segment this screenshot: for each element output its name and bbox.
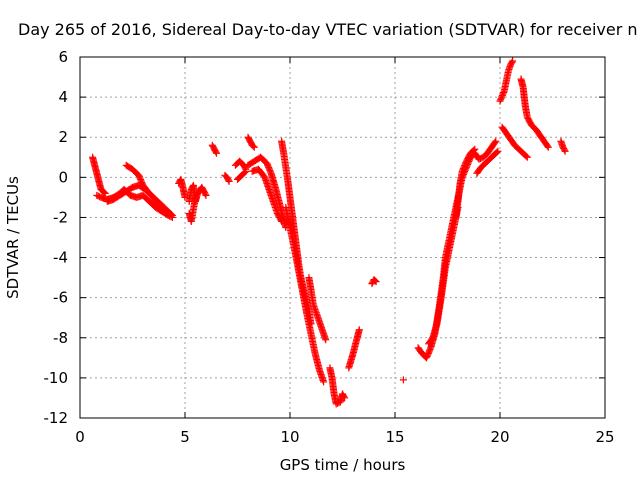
data-point: [278, 217, 286, 225]
data-point: [159, 202, 167, 210]
data-point: [355, 326, 363, 334]
x-tick-label: 5: [180, 428, 190, 446]
x-tick-label: 25: [595, 428, 614, 446]
grid: [80, 57, 605, 418]
data-point: [192, 193, 199, 201]
data-point: [160, 203, 168, 211]
data-point: [100, 188, 108, 196]
data-point: [470, 146, 478, 154]
chart-title: Day 265 of 2016, Sidereal Day-to-day VTE…: [18, 20, 638, 39]
data-point: [543, 142, 551, 150]
data-point: [322, 336, 330, 344]
x-tick-label: 10: [280, 428, 299, 446]
y-tick-label: 0: [58, 168, 68, 186]
y-tick-label: -2: [53, 208, 68, 226]
data-point: [241, 168, 249, 176]
y-tick-label: 4: [58, 88, 68, 106]
data-points: [89, 57, 569, 408]
x-tick-label: 15: [385, 428, 404, 446]
y-tick-label: -6: [53, 289, 68, 307]
y-tick-label: -12: [44, 409, 69, 427]
data-point: [509, 57, 517, 65]
y-tick-label: 6: [58, 48, 68, 66]
axis-ticks: 0 5 10 15 20 25 -12 -10 -8 -6 -4 -2 0 2 4 6: [44, 48, 615, 446]
data-point: [212, 148, 220, 156]
data-point: [167, 210, 175, 218]
data-point: [225, 177, 233, 185]
data-point: [372, 278, 380, 286]
data-point: [471, 145, 479, 153]
data-point: [224, 176, 232, 184]
data-point: [523, 153, 531, 161]
y-tick-label: -8: [53, 329, 68, 347]
data-point: [371, 277, 379, 285]
data-point: [494, 147, 502, 155]
data-point: [508, 58, 516, 66]
y-tick-label: -10: [44, 369, 69, 387]
data-point: [202, 191, 210, 199]
data-point: [320, 378, 328, 386]
y-tick-label: -4: [53, 249, 68, 267]
x-tick-label: 0: [75, 428, 85, 446]
y-tick-label: 2: [58, 128, 68, 146]
data-point: [341, 394, 349, 402]
data-point: [168, 211, 176, 219]
data-point: [201, 190, 209, 198]
y-axis-label: SDTVAR / TECUs: [4, 176, 22, 299]
data-point: [340, 393, 348, 401]
x-axis-label: GPS time / hours: [280, 456, 406, 474]
data-point: [522, 152, 530, 160]
data-point: [492, 137, 500, 145]
data-point: [544, 143, 552, 151]
plot-frame: [79, 56, 606, 419]
data-point: [561, 147, 569, 155]
data-point: [277, 216, 285, 224]
x-tick-label: 20: [490, 428, 509, 446]
data-point: [213, 149, 220, 157]
data-point: [399, 376, 407, 384]
data-point: [242, 167, 250, 175]
data-point: [560, 146, 568, 154]
data-point: [250, 143, 258, 151]
data-point: [493, 148, 501, 156]
data-point: [249, 142, 257, 150]
data-point: [491, 138, 499, 146]
